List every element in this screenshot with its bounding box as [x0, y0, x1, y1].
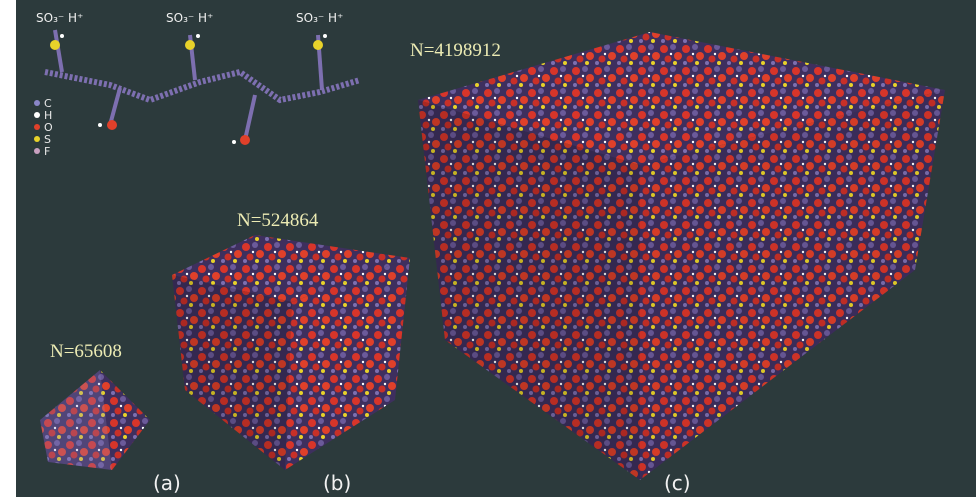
- group-label: SO₃⁻ H⁺: [36, 11, 83, 25]
- legend-swatch: [34, 100, 40, 106]
- panel-count: N=524864: [237, 210, 319, 231]
- panel-label: (a): [153, 471, 181, 495]
- panel-label: (b): [323, 471, 351, 495]
- legend-label: F: [44, 145, 50, 158]
- panel-label: (c): [664, 471, 691, 495]
- legend-swatch: [34, 148, 40, 154]
- legend-swatch: [34, 124, 40, 130]
- group-label: SO₃⁻ H⁺: [166, 11, 213, 25]
- panel-count: N=65608: [50, 341, 122, 362]
- legend-swatch: [34, 136, 40, 142]
- legend-swatch: [34, 112, 40, 118]
- group-label: SO₃⁻ H⁺: [296, 11, 343, 25]
- figure: SO₃⁻ H⁺ SO₃⁻ H⁺ SO₃⁻ H⁺ CHOSF N=65608 N=…: [0, 0, 976, 497]
- panel-count: N=4198912: [410, 40, 501, 61]
